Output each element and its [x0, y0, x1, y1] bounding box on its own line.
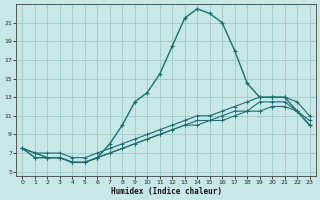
X-axis label: Humidex (Indice chaleur): Humidex (Indice chaleur) [110, 187, 221, 196]
